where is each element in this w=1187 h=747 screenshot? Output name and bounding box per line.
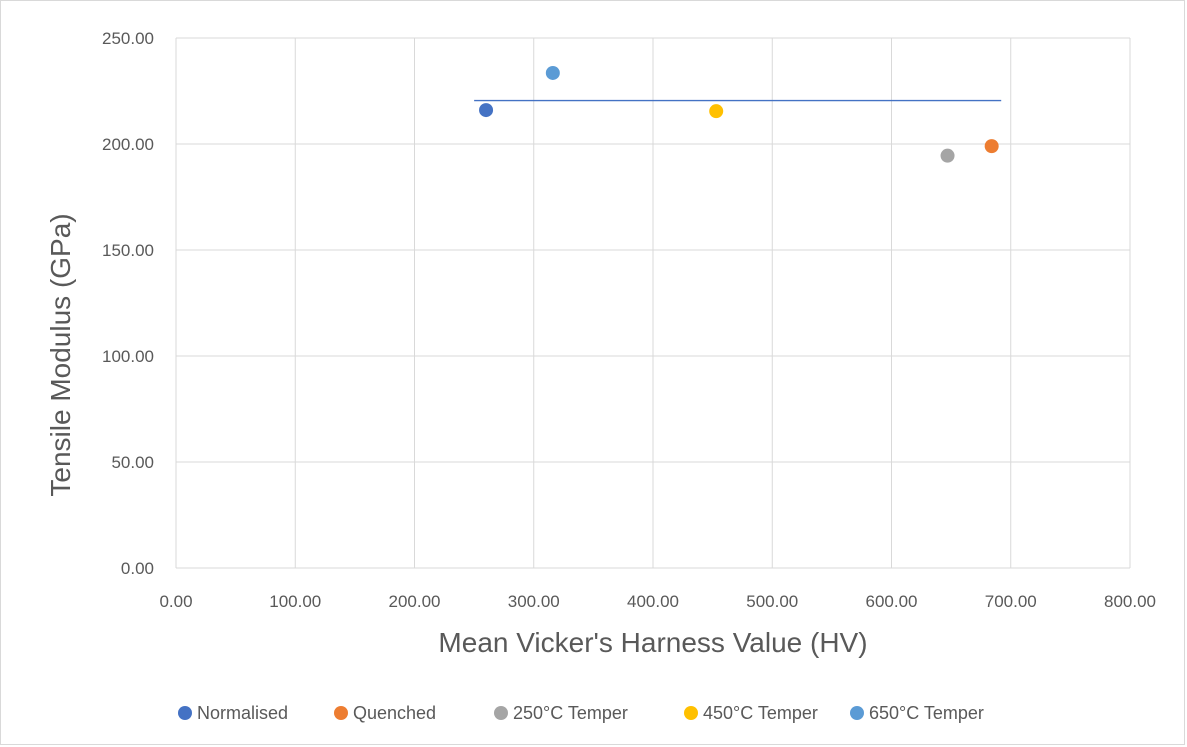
data-point xyxy=(709,104,724,119)
y-axis-tick-labels: 0.00 50.00 100.00 150.00 200.00 250.00 xyxy=(102,29,154,578)
legend-marker xyxy=(178,706,192,720)
legend-label: 250°C Temper xyxy=(513,703,628,723)
y-tick-label: 50.00 xyxy=(111,453,154,472)
x-tick-label: 400.00 xyxy=(627,592,679,611)
y-tick-label: 0.00 xyxy=(121,559,154,578)
x-tick-label: 600.00 xyxy=(866,592,918,611)
legend-marker xyxy=(850,706,864,720)
legend-label: 450°C Temper xyxy=(703,703,818,723)
legend-item: 650°C Temper xyxy=(850,703,984,723)
x-tick-label: 500.00 xyxy=(746,592,798,611)
x-axis-tick-labels: 0.00 100.00 200.00 300.00 400.00 500.00 600.00… xyxy=(159,592,1156,611)
legend-marker xyxy=(684,706,698,720)
x-axis-title: Mean Vicker's Harness Value (HV) xyxy=(438,627,867,658)
y-tick-label: 250.00 xyxy=(102,29,154,48)
x-tick-label: 300.00 xyxy=(508,592,560,611)
data-point xyxy=(984,139,999,154)
legend-item: Normalised xyxy=(178,703,288,723)
legend-label: Normalised xyxy=(197,703,288,723)
legend-marker xyxy=(494,706,508,720)
legend-item: 250°C Temper xyxy=(494,703,628,723)
gridlines xyxy=(175,37,1131,569)
legend-item: Quenched xyxy=(334,703,436,723)
data-point xyxy=(479,103,494,118)
x-tick-label: 100.00 xyxy=(269,592,321,611)
y-axis-title: Tensile Modulus (GPa) xyxy=(45,213,76,496)
legend-marker xyxy=(334,706,348,720)
legend-item: 450°C Temper xyxy=(684,703,818,723)
y-tick-label: 100.00 xyxy=(102,347,154,366)
data-point xyxy=(940,148,955,163)
x-tick-label: 200.00 xyxy=(389,592,441,611)
x-tick-label: 800.00 xyxy=(1104,592,1156,611)
legend: Normalised Quenched 250°C Temper 450°C Temp… xyxy=(178,703,984,723)
x-tick-label: 700.00 xyxy=(985,592,1037,611)
x-tick-label: 0.00 xyxy=(159,592,192,611)
legend-label: 650°C Temper xyxy=(869,703,984,723)
y-tick-label: 200.00 xyxy=(102,135,154,154)
y-tick-label: 150.00 xyxy=(102,241,154,260)
data-point xyxy=(545,65,560,80)
legend-label: Quenched xyxy=(353,703,436,723)
data-points xyxy=(479,65,999,163)
